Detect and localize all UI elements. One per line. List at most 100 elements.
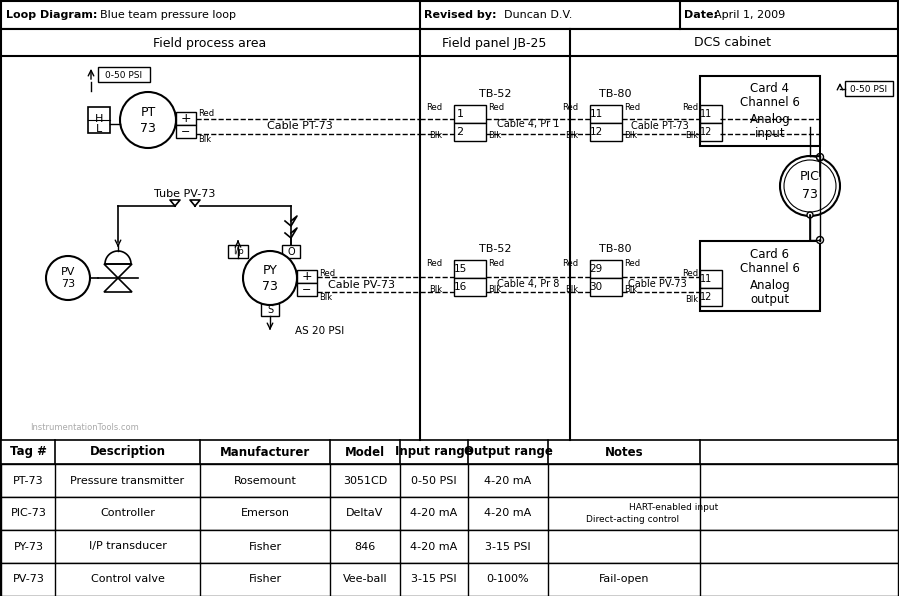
Bar — [590, 105, 622, 123]
Polygon shape — [104, 264, 132, 278]
Text: TB-80: TB-80 — [599, 89, 631, 99]
Text: 4-20 mA: 4-20 mA — [485, 508, 531, 519]
Bar — [590, 278, 622, 296]
Text: PT-73: PT-73 — [13, 476, 44, 486]
Text: Rosemount: Rosemount — [234, 476, 297, 486]
Text: TB-52: TB-52 — [479, 89, 512, 99]
Text: Red: Red — [562, 259, 578, 269]
Bar — [176, 112, 196, 125]
Text: DCS cabinet: DCS cabinet — [695, 36, 771, 49]
Text: 16: 16 — [453, 282, 467, 292]
Text: −: − — [302, 285, 312, 295]
Text: 0-50 PSI: 0-50 PSI — [850, 85, 887, 94]
Text: O: O — [287, 247, 295, 257]
Text: Manufacturer: Manufacturer — [220, 445, 310, 458]
Text: 2: 2 — [457, 127, 464, 137]
Text: Vee-ball: Vee-ball — [343, 575, 387, 585]
Text: S: S — [267, 305, 273, 315]
Circle shape — [817, 155, 823, 161]
Text: Input range: Input range — [396, 445, 473, 458]
Text: Cable 4, Pr 1: Cable 4, Pr 1 — [497, 119, 559, 129]
Bar — [297, 283, 317, 296]
Text: 12: 12 — [699, 292, 712, 302]
Text: Cable PV-73: Cable PV-73 — [628, 279, 686, 289]
Circle shape — [120, 92, 176, 148]
Text: Tube PV-73: Tube PV-73 — [155, 189, 216, 199]
Text: Red: Red — [488, 104, 504, 113]
Text: Analog: Analog — [750, 113, 790, 126]
Text: 4-20 mA: 4-20 mA — [410, 508, 458, 519]
Polygon shape — [104, 278, 132, 292]
Text: TB-52: TB-52 — [479, 244, 512, 254]
Text: AS 20 PSI: AS 20 PSI — [295, 326, 344, 336]
Text: HART-enabled input: HART-enabled input — [629, 504, 718, 513]
Bar — [176, 125, 196, 138]
Bar — [700, 288, 722, 306]
Bar — [1, 1, 898, 29]
Circle shape — [816, 237, 823, 244]
Text: 12: 12 — [699, 127, 712, 137]
Text: Red: Red — [426, 104, 442, 113]
Text: Blk: Blk — [685, 131, 698, 139]
Bar — [1, 563, 898, 596]
Text: Direct-acting control: Direct-acting control — [586, 514, 679, 524]
Text: Red: Red — [198, 110, 214, 119]
Bar — [261, 303, 279, 316]
Text: 846: 846 — [354, 542, 376, 551]
Bar — [1, 530, 898, 563]
Text: Fail-open: Fail-open — [599, 575, 649, 585]
Text: Field panel JB-25: Field panel JB-25 — [441, 36, 547, 49]
Text: Cable PT-73: Cable PT-73 — [267, 121, 333, 131]
Text: I/p: I/p — [233, 247, 244, 256]
Bar — [700, 123, 722, 141]
Bar — [454, 123, 486, 141]
Text: 73: 73 — [263, 281, 278, 293]
Text: Red: Red — [681, 104, 698, 113]
Text: 1: 1 — [457, 109, 464, 119]
Text: Channel 6: Channel 6 — [740, 97, 800, 110]
Text: 73: 73 — [61, 279, 75, 289]
Bar — [228, 245, 248, 258]
Bar — [1, 497, 898, 530]
Text: PIC: PIC — [800, 170, 820, 184]
Text: Red: Red — [681, 269, 698, 278]
Text: Red: Red — [562, 104, 578, 113]
Text: Notes: Notes — [605, 445, 644, 458]
Text: 0-50 PSI: 0-50 PSI — [105, 70, 143, 79]
Text: Cable PT-73: Cable PT-73 — [631, 121, 689, 131]
Circle shape — [816, 154, 823, 160]
Text: Description: Description — [90, 445, 165, 458]
Circle shape — [780, 156, 840, 216]
Bar — [845, 81, 893, 96]
Bar — [297, 270, 317, 283]
Text: Blk: Blk — [198, 135, 211, 144]
Bar — [88, 107, 110, 133]
Text: TB-80: TB-80 — [599, 244, 631, 254]
Text: Blk: Blk — [624, 285, 637, 294]
Text: 11: 11 — [590, 109, 602, 119]
Text: Blk: Blk — [429, 131, 442, 139]
Text: PV-73: PV-73 — [13, 575, 44, 585]
Bar — [700, 105, 722, 123]
Text: output: output — [751, 293, 789, 306]
Bar — [454, 105, 486, 123]
Text: Blk: Blk — [565, 285, 578, 294]
Text: PY-73: PY-73 — [13, 542, 43, 551]
Circle shape — [46, 256, 90, 300]
Text: Card 4: Card 4 — [751, 82, 789, 95]
Text: DeltaV: DeltaV — [346, 508, 384, 519]
Text: Blk: Blk — [565, 131, 578, 139]
Text: H: H — [94, 114, 103, 124]
Bar — [1, 29, 898, 56]
Bar — [590, 260, 622, 278]
Text: 3-15 PSI: 3-15 PSI — [485, 542, 530, 551]
Text: Cable 4, Pr 8: Cable 4, Pr 8 — [497, 279, 559, 289]
Circle shape — [817, 154, 823, 160]
Text: 12: 12 — [590, 127, 602, 137]
Text: −: − — [182, 127, 191, 137]
Text: 29: 29 — [590, 264, 602, 274]
Text: Blk: Blk — [488, 285, 501, 294]
Text: Tag #: Tag # — [10, 445, 47, 458]
Text: Controller: Controller — [100, 508, 155, 519]
Text: Red: Red — [488, 259, 504, 269]
